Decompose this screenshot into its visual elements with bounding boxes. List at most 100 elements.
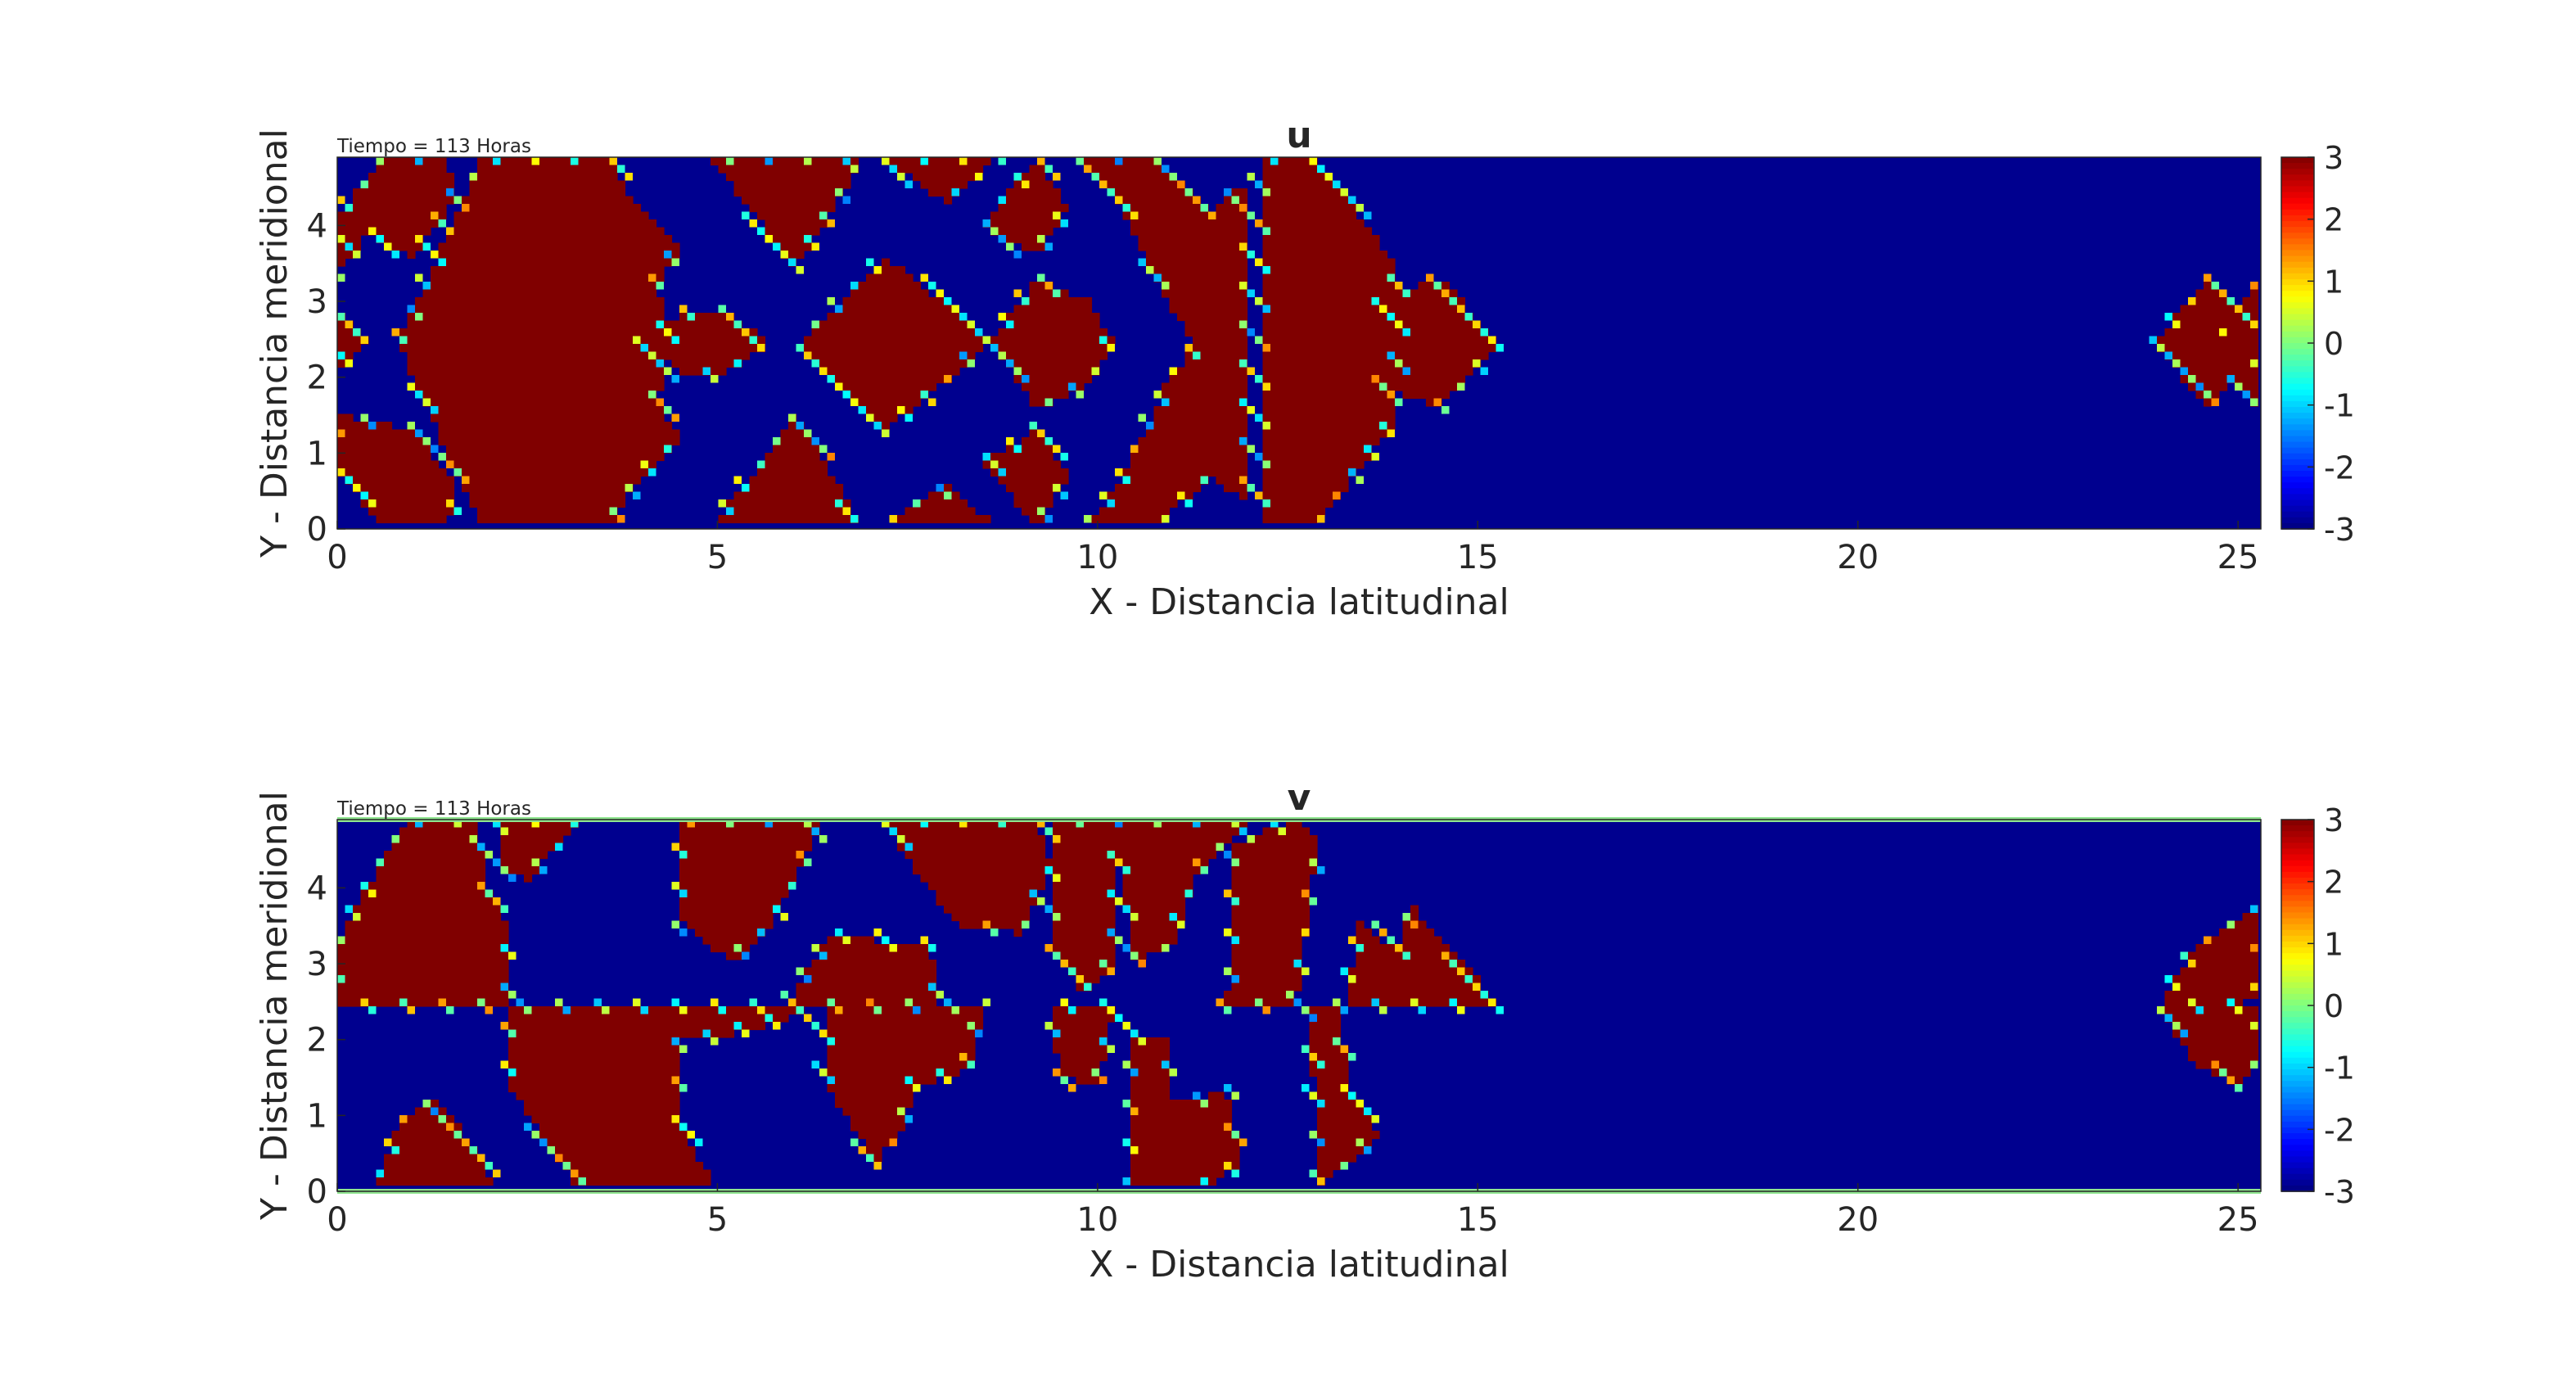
- heatmap-cell: [1324, 305, 1333, 314]
- heatmap-cell: [1340, 468, 1349, 477]
- heatmap-transition-cell: [345, 204, 353, 212]
- heatmap-cell: [1302, 468, 1311, 477]
- heatmap-cell: [399, 897, 408, 906]
- heatmap-cell: [593, 359, 602, 368]
- heatmap-cell: [1169, 242, 1178, 251]
- heatmap-cell: [1333, 398, 1342, 407]
- heatmap-cell: [656, 336, 665, 345]
- heatmap-cell: [446, 1177, 455, 1186]
- heatmap-cell: [500, 211, 509, 220]
- heatmap-cell: [633, 251, 642, 260]
- heatmap-transition-cell: [1255, 453, 1263, 461]
- heatmap-cell: [593, 398, 602, 407]
- heatmap-cell: [1068, 375, 1077, 384]
- heatmap-cell: [1270, 429, 1279, 438]
- heatmap-cell: [695, 320, 704, 329]
- heatmap-transition-cell: [656, 282, 664, 290]
- heatmap-cell: [2180, 344, 2189, 353]
- heatmap-cell: [1216, 235, 1225, 244]
- heatmap-cell: [1449, 344, 1458, 353]
- heatmap-cell: [733, 515, 742, 524]
- heatmap-transition-cell: [1200, 476, 1208, 484]
- heatmap-cell: [345, 944, 354, 953]
- heatmap-cell: [804, 219, 813, 228]
- heatmap-transition-cell: [384, 242, 392, 251]
- heatmap-cell: [780, 227, 789, 236]
- heatmap-cell: [516, 282, 525, 291]
- heatmap-cell: [1426, 359, 1435, 368]
- heatmap-cell: [391, 967, 400, 976]
- heatmap-cell: [819, 328, 828, 337]
- heatmap-cell: [593, 460, 602, 469]
- heatmap-cell: [438, 468, 447, 477]
- heatmap-cell: [415, 180, 424, 189]
- heatmap-cell: [1193, 437, 1202, 446]
- heatmap-cell: [438, 328, 447, 337]
- heatmap-cell: [547, 188, 556, 197]
- heatmap-cell: [593, 484, 602, 493]
- heatmap-cell: [1022, 367, 1031, 376]
- heatmap-cell: [547, 437, 556, 446]
- heatmap-cell: [337, 219, 346, 228]
- heatmap-cell: [384, 157, 393, 166]
- heatmap-cell: [562, 484, 571, 493]
- heatmap-cell: [1286, 468, 1295, 477]
- heatmap-transition-cell: [773, 242, 781, 251]
- heatmap-cell: [469, 453, 478, 462]
- heatmap-cell: [415, 991, 424, 1000]
- heatmap-cell: [1184, 258, 1193, 267]
- heatmap-cell: [399, 928, 408, 937]
- heatmap-cell: [1122, 211, 1131, 220]
- heatmap-cell: [415, 476, 424, 485]
- heatmap-cell: [485, 359, 494, 368]
- heatmap-cell: [384, 499, 393, 508]
- colorbar-segment: [2281, 250, 2314, 257]
- heatmap-cell: [1177, 413, 1186, 422]
- heatmap-cell: [524, 391, 533, 400]
- heatmap-cell: [407, 967, 416, 976]
- heatmap-cell: [500, 491, 509, 500]
- heatmap-cell: [1262, 437, 1271, 446]
- heatmap-transition-cell: [1184, 344, 1193, 352]
- heatmap-cell: [555, 460, 564, 469]
- heatmap-cell: [1162, 219, 1171, 228]
- heatmap-transition-cell: [959, 351, 968, 359]
- heatmap-cell: [882, 391, 891, 400]
- heatmap-cell: [1231, 398, 1240, 407]
- heatmap-cell: [345, 983, 354, 992]
- heatmap-cell: [345, 235, 354, 244]
- heatmap-cell: [593, 328, 602, 337]
- heatmap-cell: [1410, 391, 1419, 400]
- heatmap-cell: [399, 484, 408, 493]
- heatmap-cell: [1044, 313, 1053, 322]
- heatmap-transition-cell: [990, 227, 999, 235]
- heatmap-cell: [508, 336, 517, 345]
- heatmap-cell: [376, 422, 385, 431]
- heatmap-cell: [415, 165, 424, 174]
- heatmap-cell: [2250, 367, 2259, 376]
- heatmap-cell: [842, 297, 851, 306]
- heatmap-cell: [617, 445, 626, 454]
- heatmap-cell: [1433, 391, 1442, 400]
- heatmap-cell: [1153, 468, 1162, 477]
- heatmap-cell: [368, 173, 377, 182]
- heatmap-cell: [1224, 282, 1233, 291]
- heatmap-transition-cell: [905, 413, 913, 422]
- heatmap-cell: [368, 944, 377, 953]
- heatmap-cell: [1208, 251, 1217, 260]
- heatmap-cell: [422, 320, 431, 329]
- heatmap-cell: [493, 437, 502, 446]
- heatmap-cell: [469, 344, 478, 353]
- heatmap-cell: [602, 484, 611, 493]
- heatmap-cell: [586, 429, 595, 438]
- heatmap-cell: [882, 297, 891, 306]
- heatmap-cell: [1146, 429, 1155, 438]
- heatmap-cell: [1208, 398, 1217, 407]
- heatmap-cell: [531, 359, 540, 368]
- heatmap-cell: [1153, 499, 1162, 508]
- heatmap-cell: [1013, 484, 1022, 493]
- heatmap-cell: [1068, 297, 1077, 306]
- heatmap-cell: [1262, 251, 1271, 260]
- heatmap-cell: [1162, 468, 1171, 477]
